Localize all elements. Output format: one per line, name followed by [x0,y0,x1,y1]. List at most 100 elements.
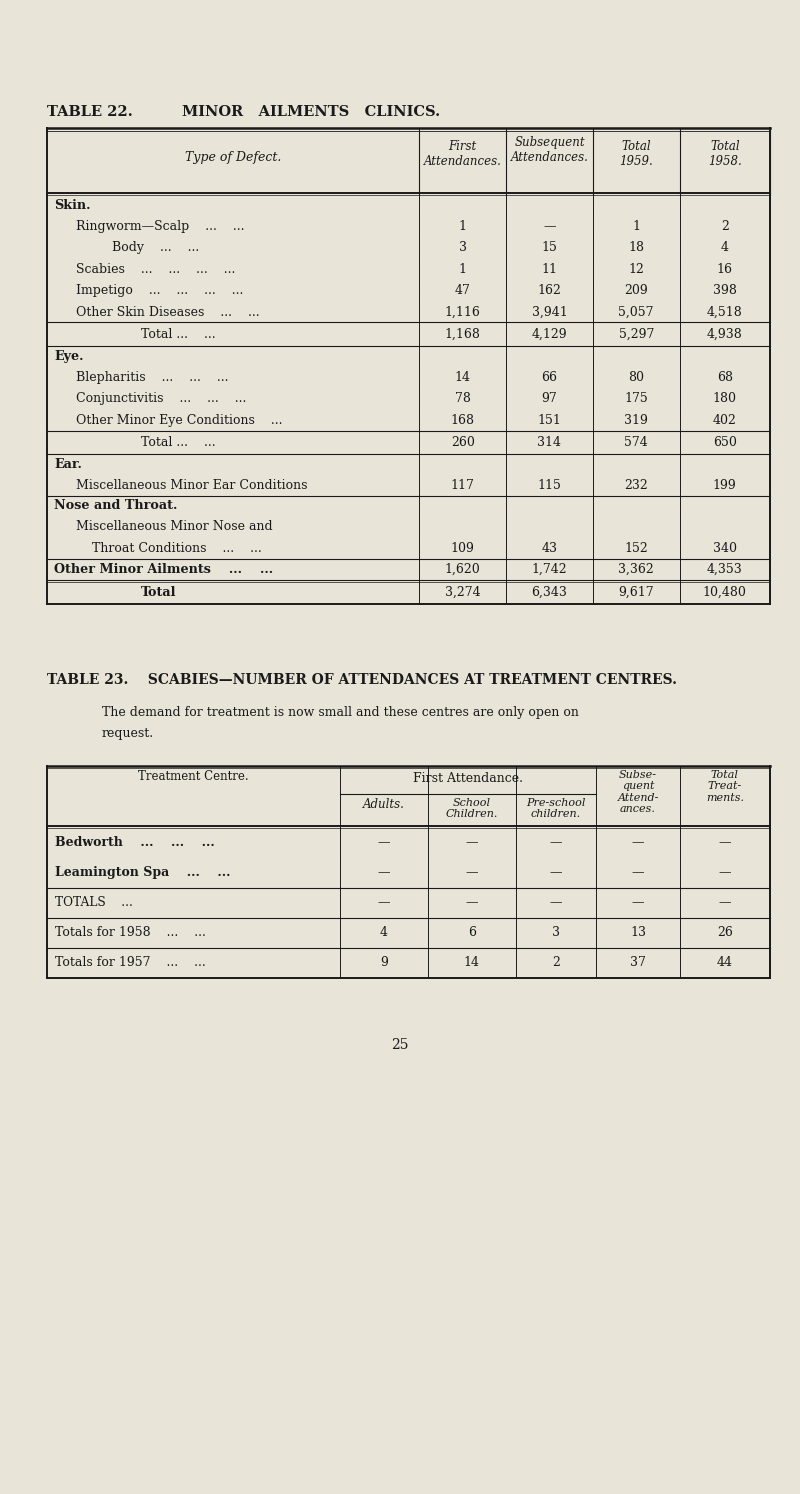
Text: 16: 16 [717,263,733,276]
Text: Totals for 1958    ...    ...: Totals for 1958 ... ... [55,926,206,940]
Text: 26: 26 [717,926,733,940]
Text: 66: 66 [542,371,558,384]
Text: 2: 2 [721,220,729,233]
Text: The demand for treatment is now small and these centres are only open on: The demand for treatment is now small an… [102,705,579,719]
Text: 4,938: 4,938 [707,329,742,341]
Text: —: — [632,896,644,908]
Text: 402: 402 [713,414,737,427]
Text: —: — [378,896,390,908]
Text: 9: 9 [380,956,388,970]
Text: 574: 574 [624,436,648,450]
Text: —: — [718,867,731,878]
Text: 340: 340 [713,542,737,554]
Text: 9,617: 9,617 [618,586,654,599]
Text: 152: 152 [624,542,648,554]
Text: Other Skin Diseases    ...    ...: Other Skin Diseases ... ... [76,306,259,318]
Text: Totals for 1957    ...    ...: Totals for 1957 ... ... [55,956,206,970]
Text: 175: 175 [624,393,648,405]
Text: Ringworm—Scalp    ...    ...: Ringworm—Scalp ... ... [76,220,245,233]
Text: Miscellaneous Minor Nose and: Miscellaneous Minor Nose and [76,520,273,533]
Text: —: — [718,896,731,908]
Text: 68: 68 [717,371,733,384]
Text: MINOR   AILMENTS   CLINICS.: MINOR AILMENTS CLINICS. [182,105,440,120]
Text: 78: 78 [454,393,470,405]
Text: Total
Treat-
ments.: Total Treat- ments. [706,769,744,802]
Text: —: — [632,837,644,849]
Text: 14: 14 [464,956,480,970]
Text: 1: 1 [632,220,640,233]
Text: 10,480: 10,480 [703,586,746,599]
Text: —: — [543,220,556,233]
Text: 209: 209 [624,284,648,297]
Text: Other Minor Eye Conditions    ...: Other Minor Eye Conditions ... [76,414,282,427]
Text: —: — [632,867,644,878]
Text: 232: 232 [624,478,648,492]
Text: 1,116: 1,116 [445,306,481,318]
Text: TABLE 22.: TABLE 22. [47,105,133,120]
Text: 1,168: 1,168 [445,329,481,341]
Text: Total
1959.: Total 1959. [619,140,653,167]
Text: Ear.: Ear. [54,457,82,471]
Text: 4,353: 4,353 [707,563,742,577]
Text: 18: 18 [628,241,644,254]
Text: 109: 109 [450,542,474,554]
Text: Scabies    ...    ...    ...    ...: Scabies ... ... ... ... [76,263,235,276]
Text: Total
1958.: Total 1958. [708,140,742,167]
Text: Blepharitis    ...    ...    ...: Blepharitis ... ... ... [76,371,229,384]
Text: 199: 199 [713,478,737,492]
Text: —: — [466,867,478,878]
Text: Skin.: Skin. [54,199,90,212]
Text: Type of Defect.: Type of Defect. [185,151,282,164]
Text: Subse-
quent
Attend-
ances.: Subse- quent Attend- ances. [618,769,658,814]
Text: 15: 15 [542,241,558,254]
Text: TABLE 23.    SCABIES—NUMBER OF ATTENDANCES AT TREATMENT CENTRES.: TABLE 23. SCABIES—NUMBER OF ATTENDANCES … [47,674,677,687]
Text: —: — [550,837,562,849]
Text: 1: 1 [458,263,466,276]
Text: —: — [718,837,731,849]
Text: School
Children.: School Children. [446,798,498,819]
Text: Treatment Centre.: Treatment Centre. [138,769,249,783]
Text: 11: 11 [542,263,558,276]
Text: 260: 260 [450,436,474,450]
Text: 5,057: 5,057 [618,306,654,318]
Text: 650: 650 [713,436,737,450]
Text: Conjunctivitis    ...    ...    ...: Conjunctivitis ... ... ... [76,393,246,405]
Text: 314: 314 [538,436,562,450]
Text: 319: 319 [624,414,648,427]
Text: 4: 4 [721,241,729,254]
Text: 6: 6 [468,926,476,940]
Text: 151: 151 [538,414,562,427]
Text: 162: 162 [538,284,562,297]
Text: Subsequent
Attendances.: Subsequent Attendances. [510,136,589,164]
Text: Total: Total [141,586,177,599]
Text: Leamington Spa    ...    ...: Leamington Spa ... ... [55,867,230,878]
Text: —: — [378,867,390,878]
Text: Total ...    ...: Total ... ... [141,436,216,450]
Text: TOTALS    ...: TOTALS ... [55,896,133,908]
Text: 168: 168 [450,414,474,427]
Text: 4,518: 4,518 [707,306,742,318]
Text: First Attendance.: First Attendance. [413,771,523,784]
Text: —: — [466,896,478,908]
Text: —: — [550,867,562,878]
Text: 4: 4 [380,926,388,940]
Text: 44: 44 [717,956,733,970]
Text: 117: 117 [450,478,474,492]
Text: —: — [466,837,478,849]
Text: 3: 3 [458,241,466,254]
Text: 37: 37 [630,956,646,970]
Text: 43: 43 [542,542,558,554]
Text: 2: 2 [552,956,560,970]
Text: 13: 13 [630,926,646,940]
Text: 1,742: 1,742 [532,563,567,577]
Text: 1,620: 1,620 [445,563,481,577]
Text: 180: 180 [713,393,737,405]
Text: Throat Conditions    ...    ...: Throat Conditions ... ... [76,542,262,554]
Text: Pre-school
children.: Pre-school children. [526,798,586,819]
Text: Adults.: Adults. [363,798,405,811]
Text: Miscellaneous Minor Ear Conditions: Miscellaneous Minor Ear Conditions [76,478,307,492]
Text: Body    ...    ...: Body ... ... [112,241,199,254]
Text: Bedworth    ...    ...    ...: Bedworth ... ... ... [55,837,214,849]
Text: 14: 14 [454,371,470,384]
Text: Total ...    ...: Total ... ... [141,329,216,341]
